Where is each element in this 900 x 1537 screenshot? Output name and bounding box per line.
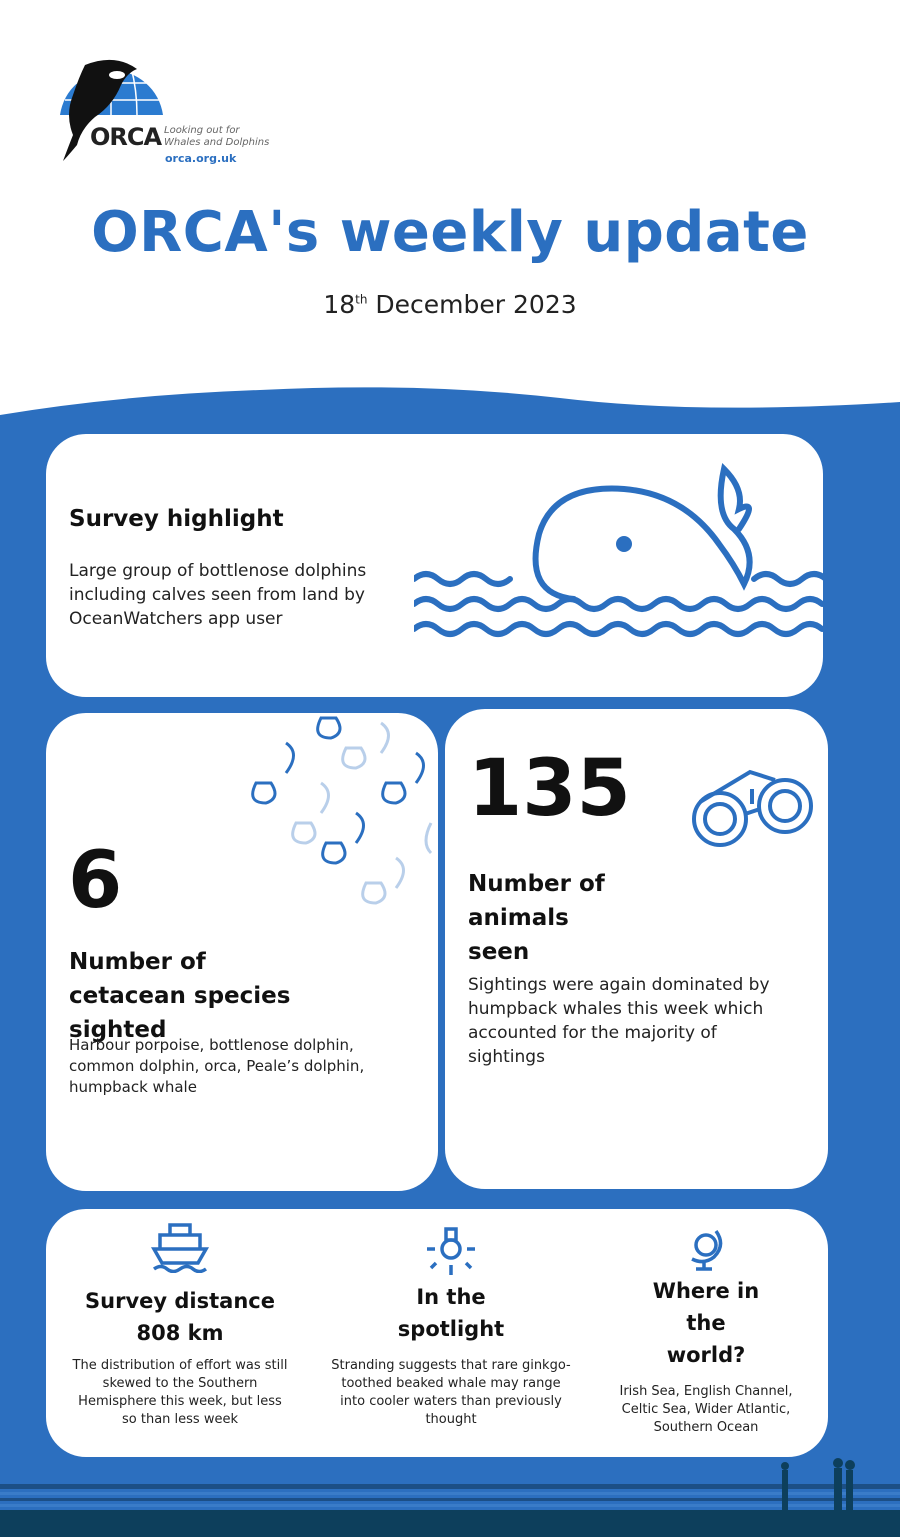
animals-title: Number of animals seen bbox=[468, 871, 605, 965]
species-count: 6 bbox=[68, 836, 123, 926]
survey-distance-column: Survey distance 808 km The distribution … bbox=[71, 1209, 289, 1429]
logo-url[interactable]: orca.org.uk bbox=[165, 152, 237, 165]
whale-icon bbox=[414, 463, 824, 637]
date-suffix: th bbox=[355, 292, 368, 307]
binoculars-icon bbox=[692, 769, 813, 847]
orca-logo: ORCA Looking out for Whales and Dolphins… bbox=[55, 55, 275, 167]
where-title: Where in the world? bbox=[652, 1279, 760, 1367]
page-title: ORCA's weekly update bbox=[91, 200, 809, 265]
animals-card: 135 Number of animals seen Sightings wer… bbox=[445, 709, 828, 1189]
species-card: 6 Number of cetacean species sighted Har… bbox=[46, 713, 438, 1191]
spotlight-text: Stranding suggests that rare ginkgo-toot… bbox=[331, 1358, 571, 1427]
summary-card: Survey distance 808 km The distribution … bbox=[46, 1209, 828, 1457]
logo-tagline: Looking out for Whales and Dolphins bbox=[164, 125, 270, 148]
spotlight-column: In the spotlight Stranding suggests that… bbox=[331, 1209, 571, 1429]
people-silhouettes bbox=[781, 1458, 855, 1510]
logo-brand: ORCA bbox=[90, 123, 162, 151]
animals-text: Sightings were again dominated by humpba… bbox=[468, 975, 770, 1067]
where-text: Irish Sea, English Channel, Celtic Sea, … bbox=[619, 1384, 793, 1435]
survey-distance-title: Survey distance bbox=[85, 1289, 275, 1313]
species-title: Number of cetacean species sighted bbox=[69, 949, 291, 1043]
date-rest: December 2023 bbox=[375, 290, 577, 319]
orca-logo-graphic bbox=[60, 59, 163, 161]
ship-icon bbox=[150, 1223, 210, 1274]
lightbulb-icon bbox=[427, 1227, 475, 1275]
spotlight-title: In the spotlight bbox=[397, 1285, 505, 1341]
animals-count: 135 bbox=[468, 744, 631, 834]
where-column: Where in the world? Irish Sea, English C… bbox=[611, 1209, 801, 1437]
survey-highlight-card: Survey highlight Large group of bottleno… bbox=[46, 434, 824, 697]
dolphins-icon bbox=[251, 716, 433, 905]
date: 18th December 2023 bbox=[0, 290, 900, 319]
date-day: 18 bbox=[323, 290, 356, 319]
highlight-title: Survey highlight bbox=[69, 506, 284, 532]
survey-distance-text: The distribution of effort was still ske… bbox=[72, 1358, 288, 1427]
highlight-text: Large group of bottlenose dolphins inclu… bbox=[69, 561, 367, 629]
survey-distance-value: 808 km bbox=[136, 1321, 224, 1345]
species-text: Harbour porpoise, bottlenose dolphin, co… bbox=[69, 1036, 365, 1096]
globe-icon bbox=[691, 1229, 723, 1271]
